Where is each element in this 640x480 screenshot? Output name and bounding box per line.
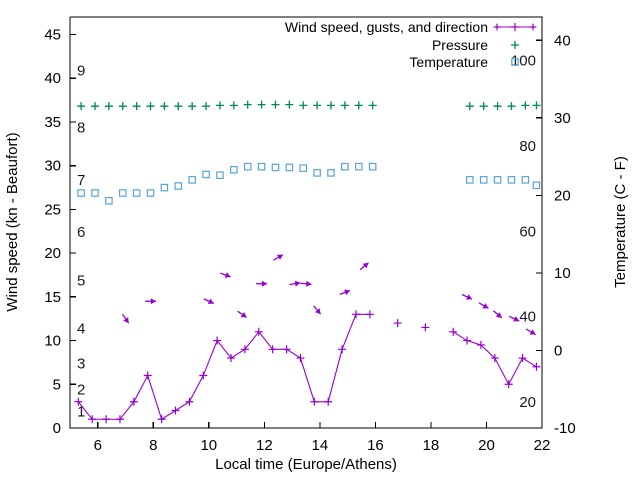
series-wind-speed-gusts-and-direction bbox=[74, 310, 541, 424]
legend-label-1: Pressure bbox=[432, 37, 488, 53]
y2-tick-label-40: 40 bbox=[554, 32, 571, 49]
beaufort-label-9: 9 bbox=[77, 62, 85, 79]
y2-axis-title: Temperature (C - F) bbox=[612, 156, 629, 288]
x-tick-label-20: 20 bbox=[478, 437, 495, 454]
fahrenheit-label-40: 40 bbox=[519, 309, 536, 326]
x-tick-label-10: 10 bbox=[200, 437, 217, 454]
y-axis-title: Wind speed (kn - Beaufort) bbox=[4, 132, 21, 311]
beaufort-label-5: 5 bbox=[77, 272, 85, 289]
plot-frame bbox=[69, 16, 543, 429]
y-tick-label-15: 15 bbox=[44, 289, 61, 306]
wind-arrow-head-16 bbox=[529, 329, 536, 335]
y-tick-label-20: 20 bbox=[44, 245, 61, 262]
y-tick-label-5: 5 bbox=[53, 376, 61, 393]
series-temperature bbox=[77, 162, 541, 205]
y-tick-label-40: 40 bbox=[44, 70, 61, 87]
beaufort-label-6: 6 bbox=[77, 224, 85, 241]
beaufort-label-3: 3 bbox=[77, 355, 85, 372]
fahrenheit-label-100: 100 bbox=[511, 53, 536, 70]
wind-arrow-head-6 bbox=[276, 254, 283, 260]
y-tick-label-25: 25 bbox=[44, 201, 61, 218]
wind-arrow-head-13 bbox=[482, 303, 489, 309]
y2-tick-label-10: 10 bbox=[554, 265, 571, 282]
wind-arrow-head-1 bbox=[150, 298, 157, 305]
x-tick-label-16: 16 bbox=[367, 437, 384, 454]
wind-arrow-head-3 bbox=[224, 272, 231, 278]
beaufort-label-2: 2 bbox=[77, 382, 85, 399]
x-tick-label-14: 14 bbox=[312, 437, 329, 454]
legend: Wind speed, gusts, and direction Pressure… bbox=[285, 19, 537, 70]
wind-arrow-head-11 bbox=[362, 262, 369, 269]
y-tick-label-45: 45 bbox=[44, 26, 61, 43]
wind-arrow-head-10 bbox=[344, 289, 351, 296]
legend-label-0: Wind speed, gusts, and direction bbox=[285, 19, 488, 35]
wind-arrow-head-5 bbox=[261, 280, 268, 287]
wind-arrow-head-7 bbox=[294, 280, 301, 287]
wind-direction-arrows bbox=[121, 254, 536, 336]
wind-arrow-head-15 bbox=[513, 316, 520, 322]
wind-arrow-head-12 bbox=[466, 294, 473, 300]
fahrenheit-label-20: 20 bbox=[519, 394, 536, 411]
beaufort-label-1: 1 bbox=[77, 404, 85, 421]
fahrenheit-label-80: 80 bbox=[519, 138, 536, 155]
x-tick-label-22: 22 bbox=[534, 437, 551, 454]
series-pressure bbox=[77, 100, 541, 111]
x-tick-label-12: 12 bbox=[256, 437, 273, 454]
x-tick-label-6: 6 bbox=[94, 437, 102, 454]
x-tick-label-18: 18 bbox=[423, 437, 440, 454]
y2-tick-label-20: 20 bbox=[554, 187, 571, 204]
wind-arrow-head-2 bbox=[207, 298, 214, 305]
legend-label-2: Temperature bbox=[409, 54, 488, 70]
y-tick-label-0: 0 bbox=[53, 420, 61, 437]
wind-arrow-head-4 bbox=[240, 312, 247, 318]
fahrenheit-label-60: 60 bbox=[519, 223, 536, 240]
beaufort-label-4: 4 bbox=[77, 320, 85, 337]
x-axis-title: Local time (Europe/Athens) bbox=[215, 456, 397, 473]
y2-tick-label--10: -10 bbox=[554, 420, 576, 437]
wind-arrow-head-0 bbox=[123, 317, 129, 324]
y2-tick-label-0: 0 bbox=[554, 342, 562, 359]
y-tick-label-30: 30 bbox=[44, 158, 61, 175]
wind-arrow-head-9 bbox=[315, 308, 321, 315]
wind-arrow-head-14 bbox=[495, 312, 502, 318]
x-tick-label-8: 8 bbox=[149, 437, 157, 454]
beaufort-label-8: 8 bbox=[77, 119, 85, 136]
beaufort-label-7: 7 bbox=[77, 172, 85, 189]
y2-tick-label-30: 30 bbox=[554, 110, 571, 127]
wind-arrow-head-8 bbox=[306, 280, 312, 287]
y-tick-label-35: 35 bbox=[44, 114, 61, 131]
y-tick-label-10: 10 bbox=[44, 333, 61, 350]
